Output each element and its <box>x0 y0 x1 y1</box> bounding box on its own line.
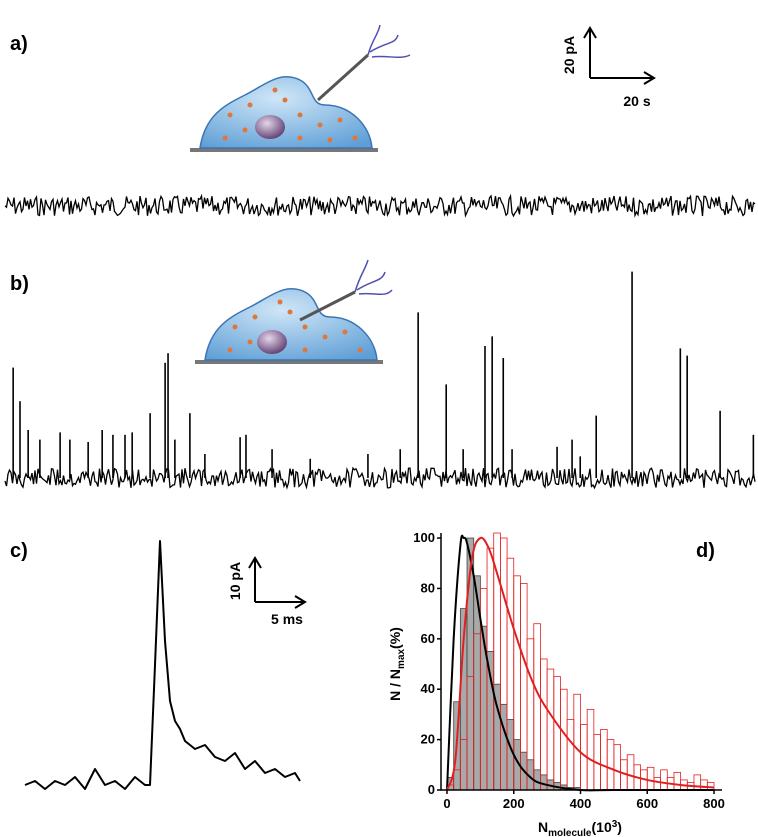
scale-label: 20 s <box>623 93 650 109</box>
histogram-bar <box>533 623 541 791</box>
histogram-bar <box>560 688 568 791</box>
scale-bar: 20 pA 20 s <box>561 26 656 109</box>
cell-illustration <box>190 24 411 152</box>
scale-label: 20 pA <box>561 36 577 74</box>
cell-illustration <box>195 259 393 364</box>
x-tick-label: 400 <box>570 796 592 811</box>
y-tick-label: 100 <box>413 530 435 545</box>
histogram-bar <box>573 693 581 791</box>
panel-label: c) <box>10 540 28 562</box>
x-tick-label: 600 <box>636 796 658 811</box>
histogram-bar <box>540 658 548 791</box>
trace-line <box>24 540 301 790</box>
histogram-bar <box>499 703 508 791</box>
x-tick-label: 800 <box>703 796 725 811</box>
histogram-bar <box>600 729 608 791</box>
histogram-bar <box>586 708 595 791</box>
scale-label: 10 pA <box>227 562 243 600</box>
y-tick-label: 60 <box>421 631 435 646</box>
x-tick-label: 0 <box>443 796 450 811</box>
histogram-bar <box>566 719 575 791</box>
histogram-bar <box>660 769 668 791</box>
scale-bar: 10 pA 5 ms <box>227 556 307 627</box>
histogram-bar <box>646 766 655 791</box>
histogram-bar <box>653 777 661 791</box>
y-tick-label: 20 <box>421 732 435 747</box>
histogram-bar <box>613 744 621 791</box>
y-tick-label: 0 <box>428 782 435 797</box>
scale-label: 5 ms <box>271 611 303 627</box>
panel-label: b) <box>10 273 29 295</box>
histogram-bar <box>606 739 615 791</box>
y-axis-label: N / Nmax(%) <box>387 627 407 701</box>
fit-curve <box>446 536 715 791</box>
histogram-bar <box>626 754 635 791</box>
histogram-bar <box>540 774 548 791</box>
histogram-bar <box>546 668 555 791</box>
histogram-bar <box>693 774 702 791</box>
panel-label: a) <box>10 33 28 55</box>
x-axis-label: Nmolecule(103) <box>538 819 622 837</box>
noise-trace <box>4 193 756 218</box>
histogram-bar <box>673 771 682 791</box>
noise-trace <box>4 466 756 490</box>
histogram-bar <box>700 779 708 791</box>
x-tick-label: 200 <box>503 796 525 811</box>
panel-label: d) <box>696 540 715 562</box>
histogram-bar <box>553 676 561 791</box>
y-tick-label: 40 <box>421 681 435 696</box>
y-tick-label: 80 <box>421 580 435 595</box>
